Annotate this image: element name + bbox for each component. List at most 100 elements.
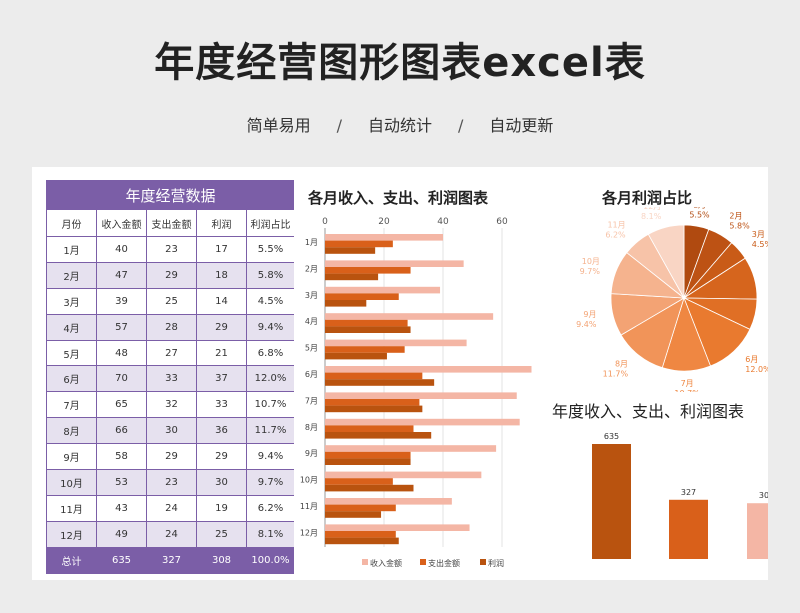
bar-profit [325,484,414,492]
table-cell: 9.4% [246,313,294,341]
table-cell: 23 [146,469,197,496]
legend-swatch [362,559,368,565]
y-tick-label: 12月 [300,528,318,537]
bar-profit [325,247,376,254]
data-table-wrapper: 年度经营数据 月份 收入金额 支出金额 利润 利润占比 1月 40 23 17 5.5% 2月 47… [46,180,294,580]
table-cell: 39 [96,287,147,315]
y-tick-label: 11月 [300,502,318,511]
bar-income [325,286,441,294]
y-tick-label: 8月 [305,423,318,432]
table-body: 1月 40 23 17 5.5% 2月 47 29 18 5.8% 3月 39 25 14 4.5% 4月 57… [46,236,294,574]
table-header-cell: 月份 [46,209,97,237]
table-cell: 8月 [46,417,97,445]
bar-expense [325,478,393,485]
bar-expense [325,531,396,538]
pie-value-label: 10.7% [674,389,700,392]
subtitle-separator: / [336,116,342,135]
annual-chart-title: 年度收入、支出、利润图表 [552,402,745,421]
table-cell: 58 [96,443,147,471]
bar-income [325,392,517,399]
bar-income [325,366,532,373]
table-cell: 5.5% [246,236,294,263]
profit-pie-chart: 1月5.5%2月5.8%3月4.5%4月9.4%5月6.8%6月12.0%7月1… [576,207,768,392]
y-tick-label: 5月 [305,344,318,353]
table-cell: 14 [196,287,247,315]
table-total-cell: 308 [196,546,247,574]
pie-value-label: 11.7% [603,370,629,379]
table-cell: 7月 [46,391,97,419]
pie-label: 7月 [681,379,694,388]
bar-income [325,339,467,347]
table-row: 12月 49 24 25 8.1% [46,520,294,548]
bar-expense [325,293,399,300]
legend-swatch [420,559,426,565]
bar-expense [325,399,420,406]
table-cell: 9.4% [246,443,294,471]
table-row: 7月 65 32 33 10.7% [46,391,294,419]
y-tick-label: 4月 [305,317,318,326]
pie-label: 11月 [607,220,625,229]
table-cell: 8.1% [246,520,294,548]
bar-income [325,234,443,241]
table-header-cell: 利润 [196,209,247,237]
table-row: 10月 53 23 30 9.7% [46,469,294,496]
table-cell: 47 [96,261,147,289]
table-row: 5月 48 27 21 6.8% [46,339,294,367]
annual-bar-chart: 635 327 308 [592,432,768,559]
table-cell: 11月 [46,494,97,522]
y-tick-label: 2月 [305,264,318,273]
bar-profit [325,273,379,281]
table-cell: 48 [96,339,147,367]
annual-bar-value: 635 [604,432,619,441]
bar-profit [325,352,387,360]
annual-bar-value: 327 [681,488,696,497]
table-caption: 年度经营数据 [46,180,294,210]
bar-profit [325,326,411,333]
table-cell: 28 [146,313,197,341]
table-row: 9月 58 29 29 9.4% [46,443,294,471]
table-cell: 1月 [46,236,97,263]
pie-label: 2月 [729,211,742,220]
table-cell: 70 [96,365,147,393]
bar-profit [325,537,399,545]
table-cell: 12月 [46,520,97,548]
pie-value-label: 12.0% [745,365,768,374]
y-tick-label: 7月 [305,396,318,405]
table-cell: 11.7% [246,417,294,445]
pie-label: 12月 [643,207,661,211]
pie-value-label: 5.5% [689,210,710,219]
subtitle-separator: / [458,116,464,135]
subtitle: 简单易用 / 自动统计 / 自动更新 [0,112,800,136]
table-cell: 9.7% [246,469,294,496]
annual-bar [592,444,631,559]
subtitle-item-auto-update: 自动更新 [489,116,554,135]
table-cell: 53 [96,469,147,496]
table-row: 11月 43 24 19 6.2% [46,494,294,522]
legend-label: 支出金额 [428,558,460,568]
bar-expense [325,504,396,512]
monthly-bar-chart: 0204060801月2月3月4月5月6月7月8月9月10月11月12月收入金额… [300,217,532,568]
bar-income [325,313,494,320]
table-total-cell: 327 [146,546,197,574]
pie-label: 10月 [582,257,600,266]
table-row: 6月 70 33 37 12.0% [46,365,294,393]
table-cell: 37 [196,365,247,393]
page-title: 年度经营图形图表excel表 [154,40,646,86]
y-tick-label: 3月 [305,291,318,300]
bar-profit [325,300,367,307]
pie-value-label: 9.4% [576,320,597,329]
bar-expense [325,372,423,380]
table-cell: 5.8% [246,261,294,289]
bar-expense [325,346,405,353]
bar-profit [325,511,382,518]
pie-label: 9月 [583,310,596,319]
table-row: 3月 39 25 14 4.5% [46,287,294,315]
table-cell: 57 [96,313,147,341]
bar-income [325,471,482,479]
pie-value-label: 6.2% [605,230,626,239]
pie-value-label: 9.7% [580,267,601,276]
table-cell: 9月 [46,443,97,471]
table-cell: 12.0% [246,365,294,393]
table-header-row: 月份 收入金额 支出金额 利润 利润占比 [46,209,294,237]
table-cell: 29 [196,313,247,341]
